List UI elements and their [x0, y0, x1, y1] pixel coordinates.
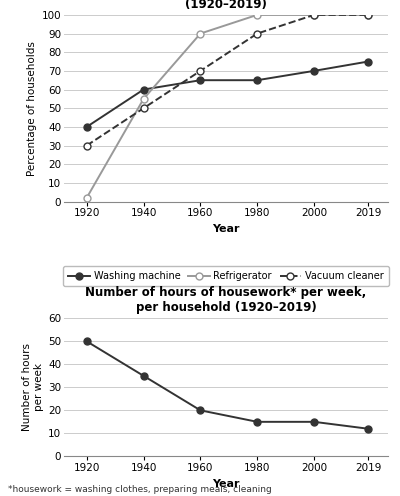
X-axis label: Year: Year — [212, 224, 240, 234]
Y-axis label: Number of hours
per week: Number of hours per week — [22, 343, 44, 432]
Title: Percentage of households with electrical appliances
(1920–2019): Percentage of households with electrical… — [53, 0, 399, 11]
Text: *housework = washing clothes, preparing meals, cleaning: *housework = washing clothes, preparing … — [8, 485, 272, 494]
Y-axis label: Percentage of households: Percentage of households — [28, 41, 38, 176]
X-axis label: Year: Year — [212, 479, 240, 489]
Title: Number of hours of housework* per week,
per household (1920–2019): Number of hours of housework* per week, … — [85, 286, 367, 314]
Legend: Washing machine, Refrigerator, Vacuum cleaner: Washing machine, Refrigerator, Vacuum cl… — [64, 266, 388, 286]
